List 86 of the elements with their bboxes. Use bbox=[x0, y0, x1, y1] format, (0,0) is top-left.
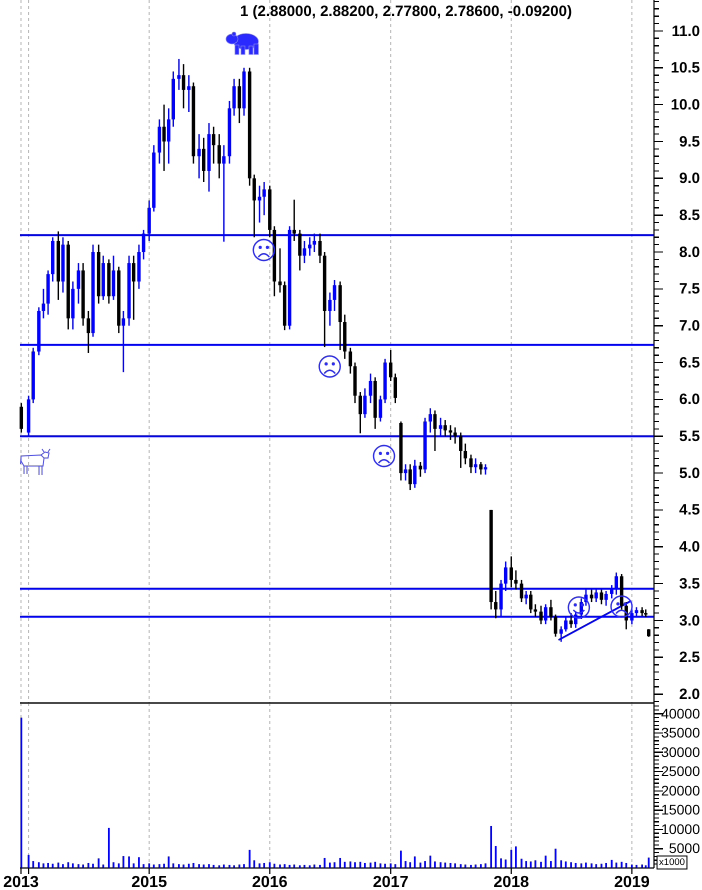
candlestick bbox=[453, 426, 457, 444]
y-tick-label: 8.0 bbox=[679, 244, 700, 261]
candlestick bbox=[569, 612, 573, 629]
y-tick-label: 5000 bbox=[668, 840, 700, 856]
y-tick-label: 5.5 bbox=[679, 428, 700, 446]
candlestick bbox=[534, 604, 538, 618]
candlestick bbox=[529, 590, 532, 614]
candlestick bbox=[348, 347, 352, 374]
y-tick-label: 3.5 bbox=[679, 575, 700, 592]
x-tick-label: 2019 bbox=[614, 874, 650, 890]
candlestick bbox=[459, 432, 462, 469]
candlestick bbox=[428, 408, 432, 434]
y-tick-label: 7.0 bbox=[679, 318, 700, 335]
candlestick bbox=[252, 174, 256, 238]
x-tick-label: 2017 bbox=[372, 874, 409, 890]
candlestick bbox=[378, 395, 382, 422]
chart-title: 1 (2.88000, 2.88200, 2.77800, 2.78600, -0.09200) bbox=[240, 3, 572, 20]
y-tick-label: 30000 bbox=[661, 744, 700, 760]
y-tick-label: 2.0 bbox=[679, 686, 700, 703]
y-tick-label: 10.5 bbox=[670, 60, 700, 77]
y-axis-title: x1000 bbox=[659, 857, 685, 868]
candlestick bbox=[494, 590, 498, 619]
candlestick bbox=[292, 199, 296, 242]
candlestick bbox=[484, 464, 488, 476]
x-tick-label: 2018 bbox=[493, 874, 530, 890]
y-tick-label: 7.5 bbox=[679, 280, 700, 298]
candlestick bbox=[394, 372, 398, 404]
candlestick bbox=[218, 133, 221, 180]
y-tick-label: 40000 bbox=[661, 705, 700, 722]
candlestick bbox=[298, 229, 302, 272]
y-tick-label: 2.5 bbox=[679, 649, 700, 666]
x-tick-label: 2015 bbox=[131, 874, 168, 890]
candlestick bbox=[328, 292, 332, 326]
candlestick bbox=[413, 459, 417, 489]
candlestick bbox=[212, 126, 216, 164]
candlestick bbox=[177, 58, 181, 91]
candlestick bbox=[358, 391, 362, 434]
candlestick bbox=[408, 464, 412, 491]
candlestick bbox=[86, 310, 90, 354]
candlestick bbox=[262, 181, 266, 216]
candlestick bbox=[510, 556, 513, 588]
candlestick bbox=[20, 402, 24, 434]
y-tick-label: 9.5 bbox=[679, 133, 700, 150]
candlestick bbox=[600, 588, 604, 605]
candlestick bbox=[232, 78, 236, 116]
y-tick-label: 10.0 bbox=[670, 96, 700, 114]
candlestick bbox=[202, 137, 206, 183]
y-tick-label: 4.0 bbox=[679, 538, 700, 556]
candlestick bbox=[332, 279, 336, 312]
candlestick bbox=[42, 288, 46, 320]
candlestick bbox=[539, 605, 543, 625]
y-tick-label: 9.0 bbox=[679, 170, 700, 188]
candlestick bbox=[514, 570, 518, 590]
y-tick-label: 20000 bbox=[661, 782, 700, 798]
candlestick bbox=[520, 579, 524, 603]
candlestick bbox=[418, 461, 422, 478]
x-tick-label: 2013 bbox=[3, 874, 39, 890]
candlestick bbox=[197, 133, 201, 180]
y-tick-label: 10000 bbox=[661, 820, 700, 837]
candlestick bbox=[590, 588, 594, 603]
candlestick bbox=[182, 63, 186, 110]
y-tick-label: 4.5 bbox=[679, 502, 700, 519]
candlestick bbox=[474, 458, 478, 474]
candlestick bbox=[464, 442, 468, 465]
y-tick-label: 11.0 bbox=[672, 22, 700, 40]
candlestick bbox=[132, 255, 136, 321]
candlestick bbox=[444, 419, 447, 437]
candlestick bbox=[162, 104, 166, 172]
candlestick bbox=[363, 388, 367, 419]
candlestick bbox=[166, 108, 170, 164]
y-tick-label: 5.0 bbox=[679, 464, 700, 482]
y-tick-label: 35000 bbox=[661, 724, 700, 741]
y-tick-label: 3.0 bbox=[679, 612, 700, 630]
y-tick-label: 15000 bbox=[661, 802, 700, 818]
y-tick-label: 6.5 bbox=[679, 354, 700, 372]
y-tick-label: 6.0 bbox=[679, 391, 700, 408]
candlestick bbox=[479, 461, 483, 476]
candlestick bbox=[187, 74, 191, 113]
candlestick bbox=[404, 464, 408, 482]
y-tick-label: 8.5 bbox=[679, 206, 700, 224]
x-tick-label: 2016 bbox=[252, 874, 288, 890]
y-tick-label: 25000 bbox=[661, 763, 700, 780]
candlestick bbox=[433, 410, 437, 452]
candlestick bbox=[388, 349, 392, 382]
candlestick bbox=[549, 599, 553, 622]
candlestick bbox=[238, 78, 242, 124]
